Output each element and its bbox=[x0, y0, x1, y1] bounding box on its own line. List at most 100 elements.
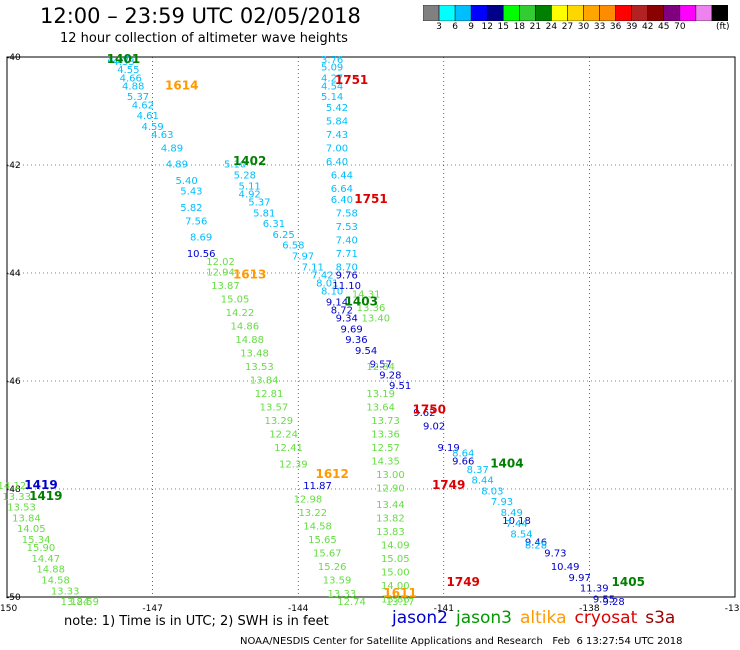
wave-height-value: 13.84 bbox=[250, 376, 279, 387]
wave-height-value: 7.00 bbox=[326, 144, 348, 155]
wave-height-value: 7.11 bbox=[302, 262, 324, 273]
wave-height-value: 14.58 bbox=[41, 576, 70, 587]
wave-height-value: 8.37 bbox=[467, 465, 489, 476]
wave-height-value: 14.05 bbox=[17, 524, 46, 535]
track-time-label: 1749 bbox=[432, 478, 465, 492]
wave-height-value: 13.19 bbox=[366, 389, 395, 400]
wave-height-value: 8.44 bbox=[471, 476, 493, 487]
color-scale-label: 33 bbox=[593, 22, 606, 32]
color-scale-bar bbox=[423, 5, 728, 21]
color-scale-unit: (ft) bbox=[716, 22, 730, 32]
wave-height-value: 14.31 bbox=[352, 289, 381, 300]
wave-height-value: 9.46 bbox=[525, 538, 547, 549]
wave-height-value: 13.33 bbox=[328, 589, 357, 600]
wave-height-value: 13.64 bbox=[366, 403, 395, 414]
wave-height-value: 12.98 bbox=[294, 495, 323, 506]
wave-height-value: 13.53 bbox=[7, 503, 36, 514]
wave-height-value: 12.41 bbox=[274, 443, 303, 454]
wave-height-value: 12.57 bbox=[371, 443, 400, 454]
chart-title: 12:00 – 23:59 UTC 02/05/2018 bbox=[40, 4, 361, 28]
wave-height-value: 6.25 bbox=[273, 230, 295, 241]
wave-height-value: 9.51 bbox=[389, 381, 411, 392]
wave-height-value: 14.00 bbox=[381, 581, 410, 592]
wave-height-value: 4.62 bbox=[132, 100, 154, 111]
wave-height-value: 14.88 bbox=[36, 565, 65, 576]
wave-height-value: 5.37 bbox=[248, 198, 270, 209]
wave-height-value: 9.97 bbox=[569, 573, 591, 584]
wave-height-value: 7.97 bbox=[292, 252, 314, 263]
wave-height-value: 5.37 bbox=[127, 92, 149, 103]
wave-height-value: 9.28 bbox=[379, 370, 401, 381]
legend-item-s3a: s3a bbox=[645, 608, 676, 628]
track-time-label: 1751 bbox=[335, 73, 368, 87]
wave-height-value: 9.19 bbox=[438, 443, 460, 454]
x-tick-label: -135 bbox=[725, 604, 740, 614]
wave-height-value: 7.71 bbox=[336, 249, 358, 260]
wave-height-value: 12.02 bbox=[206, 257, 235, 268]
wave-height-value: 4.66 bbox=[120, 73, 142, 84]
wave-height-value: 5.11 bbox=[239, 181, 261, 192]
wave-height-value: 6.40 bbox=[326, 157, 348, 168]
wave-height-value: 15.90 bbox=[27, 543, 56, 554]
color-scale-label: 42 bbox=[642, 22, 654, 32]
wave-height-value: 4.89 bbox=[166, 160, 188, 171]
wave-height-value: 13.33 bbox=[51, 586, 80, 597]
wave-height-value: 15.00 bbox=[381, 567, 410, 578]
wave-height-value: 4.27 bbox=[107, 55, 129, 66]
color-scale-label: 12 bbox=[481, 22, 493, 32]
wave-height-value: 13.22 bbox=[298, 508, 327, 519]
color-scale-label: 9 bbox=[468, 22, 475, 32]
wave-height-value: 5.43 bbox=[180, 187, 202, 198]
wave-height-value: 8.70 bbox=[336, 262, 358, 273]
wave-height-value: 13.40 bbox=[362, 314, 391, 325]
wave-height-value: 8.54 bbox=[510, 530, 532, 541]
wave-height-value: 13.82 bbox=[376, 513, 405, 524]
wave-height-value: 15.05 bbox=[381, 554, 410, 565]
color-scale-label: 21 bbox=[529, 22, 542, 32]
track-time-label: 1419 bbox=[29, 489, 62, 503]
credit-line: NOAA/NESDIS Center for Satellite Applica… bbox=[240, 636, 683, 647]
wave-height-value: 5.28 bbox=[234, 171, 256, 182]
color-scale-label: 39 bbox=[625, 22, 638, 32]
color-scale-label: 3 bbox=[436, 22, 442, 32]
wave-height-value: 4.55 bbox=[117, 65, 139, 76]
wave-height-value: 7.44 bbox=[505, 519, 527, 530]
legend-item-cryosat: cryosat bbox=[574, 608, 638, 628]
wave-height-value: 9.02 bbox=[423, 422, 445, 433]
wave-height-value: 12.94 bbox=[206, 268, 235, 279]
wave-height-value: 13.83 bbox=[376, 527, 405, 538]
wave-height-value: 13.48 bbox=[240, 349, 269, 360]
wave-height-value: 12.81 bbox=[255, 389, 284, 400]
wave-height-value: 15.26 bbox=[318, 562, 347, 573]
color-scale-labels: 3 6 9 12 15 18 21 24 27 30 33 36 39 42 45 70 bbox=[420, 22, 730, 36]
wave-height-value: 9.28 bbox=[603, 597, 625, 608]
wave-height-value: 12.59 bbox=[70, 597, 99, 608]
wave-height-value: 6.40 bbox=[331, 195, 353, 206]
track-time-label: 1749 bbox=[447, 575, 480, 589]
color-scale-label: 27 bbox=[561, 22, 574, 32]
wave-height-value: 5.81 bbox=[253, 208, 275, 219]
wave-height-value: 12.39 bbox=[279, 459, 308, 470]
wave-height-value: 11.39 bbox=[580, 584, 609, 595]
wave-height-value: 5.84 bbox=[326, 117, 348, 128]
plot-frame bbox=[6, 56, 736, 598]
track-time-label: 1611 bbox=[383, 586, 416, 600]
wave-height-value: 13.73 bbox=[371, 416, 400, 427]
x-tick-label: -138 bbox=[579, 604, 600, 614]
wave-height-value: 7.56 bbox=[185, 216, 207, 227]
wave-height-value: 8.69 bbox=[190, 233, 212, 244]
wave-height-value: 7.40 bbox=[336, 235, 358, 246]
wave-height-value: 4.59 bbox=[141, 122, 163, 133]
wave-height-value: 13.33 bbox=[2, 492, 31, 503]
wave-height-value: 9.76 bbox=[336, 270, 358, 281]
wave-height-value: 5.82 bbox=[180, 203, 202, 214]
wave-height-value: 15.67 bbox=[313, 549, 342, 560]
wave-height-value: 9.66 bbox=[452, 457, 474, 468]
track-time-label: 1401 bbox=[107, 52, 140, 66]
wave-height-value: 5.14 bbox=[321, 92, 343, 103]
wave-height-value: 5.42 bbox=[326, 103, 348, 114]
wave-height-value: 14.58 bbox=[303, 522, 332, 533]
wave-height-value: 13.84 bbox=[12, 513, 41, 524]
wave-height-value: 12.84 bbox=[366, 362, 395, 373]
